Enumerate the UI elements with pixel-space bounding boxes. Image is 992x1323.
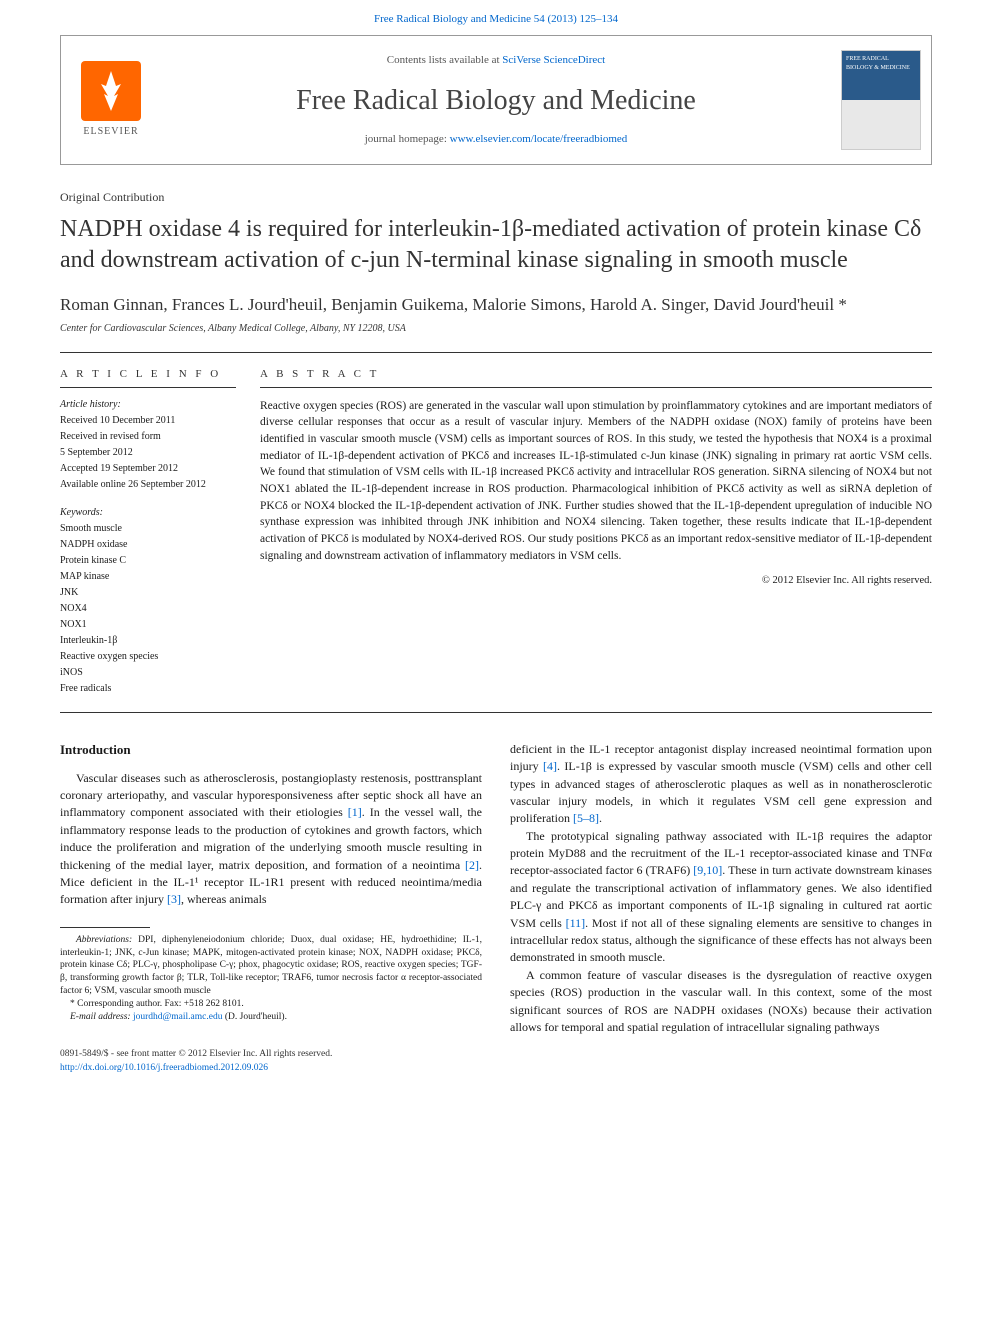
article-type: Original Contribution <box>60 189 932 206</box>
intro-para2: The prototypical signaling pathway assoc… <box>510 828 932 967</box>
intro-para-cont: deficient in the IL-1 receptor antagonis… <box>510 741 932 828</box>
keyword: JNK <box>60 586 236 600</box>
ref-link[interactable]: [5–8] <box>573 811 599 825</box>
header-center: Contents lists available at SciVerse Sci… <box>161 36 831 164</box>
elsevier-label: ELSEVIER <box>83 125 138 139</box>
keyword: Smooth muscle <box>60 522 236 536</box>
history-line: Accepted 19 September 2012 <box>60 462 236 476</box>
history-line: Received 10 December 2011 <box>60 414 236 428</box>
bottom-meta: 0891-5849/$ - see front matter © 2012 El… <box>60 1048 932 1075</box>
keyword: MAP kinase <box>60 570 236 584</box>
abstract-column: A B S T R A C T Reactive oxygen species … <box>260 367 932 697</box>
right-column: deficient in the IL-1 receptor antagonis… <box>510 741 932 1037</box>
journal-header: ELSEVIER Contents lists available at Sci… <box>60 35 932 165</box>
keyword: Protein kinase C <box>60 554 236 568</box>
info-header: A R T I C L E I N F O <box>60 367 236 382</box>
doi-link[interactable]: http://dx.doi.org/10.1016/j.freeradbiome… <box>60 1063 268 1073</box>
history-label: Article history: <box>60 398 236 412</box>
footnote-separator <box>60 927 150 928</box>
journal-name: Free Radical Biology and Medicine <box>296 81 696 120</box>
intro-heading: Introduction <box>60 741 482 760</box>
ref-link[interactable]: [4] <box>543 759 557 773</box>
elsevier-tree-icon <box>81 61 141 121</box>
cover-thumbnail: FREE RADICAL BIOLOGY & MEDICINE <box>841 50 921 150</box>
homepage-link[interactable]: www.elsevier.com/locate/freeradbiomed <box>450 133 628 145</box>
article-info-column: A R T I C L E I N F O Article history: R… <box>60 367 260 697</box>
email-link[interactable]: jourdhd@mail.amc.edu <box>133 1012 222 1022</box>
left-column: Introduction Vascular diseases such as a… <box>60 741 482 1037</box>
intro-para3: A common feature of vascular diseases is… <box>510 967 932 1037</box>
journal-cover: FREE RADICAL BIOLOGY & MEDICINE <box>831 36 931 164</box>
affiliation: Center for Cardiovascular Sciences, Alba… <box>60 322 932 336</box>
keyword: NOX4 <box>60 602 236 616</box>
ref-link[interactable]: [3] <box>167 892 181 906</box>
ref-link[interactable]: [2] <box>465 858 479 872</box>
keyword: NOX1 <box>60 618 236 632</box>
intro-para: Vascular diseases such as atherosclerosi… <box>60 770 482 909</box>
keyword: Free radicals <box>60 682 236 696</box>
divider <box>60 712 932 713</box>
elsevier-logo: ELSEVIER <box>61 36 161 164</box>
info-abstract-row: A R T I C L E I N F O Article history: R… <box>60 353 932 711</box>
history-line: Available online 26 September 2012 <box>60 478 236 492</box>
abstract-header: A B S T R A C T <box>260 367 932 382</box>
top-citation: Free Radical Biology and Medicine 54 (20… <box>0 0 992 35</box>
sciencedirect-link[interactable]: SciVerse ScienceDirect <box>502 54 605 66</box>
ref-link[interactable]: [11] <box>566 916 586 930</box>
homepage-line: journal homepage: www.elsevier.com/locat… <box>365 132 628 147</box>
history-line: Received in revised form <box>60 430 236 444</box>
body-columns: Introduction Vascular diseases such as a… <box>60 741 932 1037</box>
contents-line: Contents lists available at SciVerse Sci… <box>387 53 605 68</box>
history-line: 5 September 2012 <box>60 446 236 460</box>
keywords-label: Keywords: <box>60 506 236 520</box>
keyword: iNOS <box>60 666 236 680</box>
abstract-text: Reactive oxygen species (ROS) are genera… <box>260 398 932 565</box>
ref-link[interactable]: [1] <box>348 805 362 819</box>
ref-link[interactable]: [9,10] <box>693 863 722 877</box>
article-title: NADPH oxidase 4 is required for interleu… <box>60 214 932 276</box>
front-matter: 0891-5849/$ - see front matter © 2012 El… <box>60 1048 932 1061</box>
keyword: Reactive oxygen species <box>60 650 236 664</box>
authors: Roman Ginnan, Frances L. Jourd'heuil, Be… <box>60 293 932 317</box>
keyword: NADPH oxidase <box>60 538 236 552</box>
keyword: Interleukin-1β <box>60 634 236 648</box>
abstract-copyright: © 2012 Elsevier Inc. All rights reserved… <box>260 574 932 589</box>
top-citation-link[interactable]: Free Radical Biology and Medicine 54 (20… <box>374 13 618 25</box>
footnotes: Abbreviations: DPI, diphenyleneiodonium … <box>60 934 482 1024</box>
